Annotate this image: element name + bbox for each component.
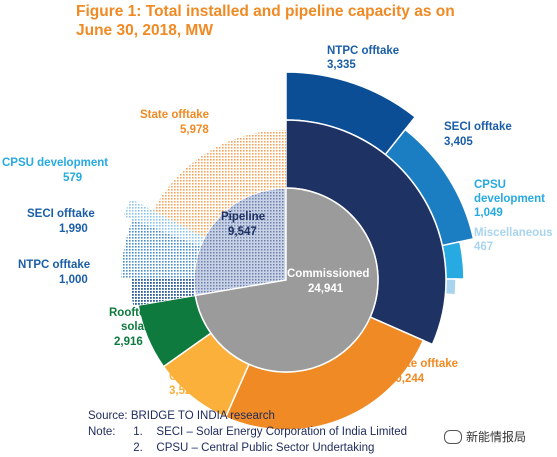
label-ntpc-offtake: NTPC offtake xyxy=(327,45,399,57)
note-2-text: CPSU – Central Public Sector Undertaking xyxy=(156,442,375,454)
label-cpsu-development-pipeline-value: 579 xyxy=(63,172,82,184)
wechat-icon xyxy=(444,429,462,444)
label-ntpc-offtake-value: 3,335 xyxy=(327,59,356,71)
label-state-offtake-commissioned: State offtake xyxy=(389,358,458,370)
label-commissioned: Commissioned xyxy=(287,268,369,280)
label-others: Others xyxy=(169,371,206,383)
watermark-text: 新能情报局 xyxy=(466,430,527,444)
note-line-1: Note: 1. SECI – Solar Energy Corporation… xyxy=(88,426,407,438)
chart-title: Figure 1: Total installed and pipeline c… xyxy=(76,3,455,39)
pipeline-slice-3 xyxy=(131,277,196,306)
commissioned-core xyxy=(194,187,379,373)
label-ntpc-offtake-pipeline-value: 1,000 xyxy=(59,274,88,286)
note-label: Note: xyxy=(88,426,116,438)
label-commissioned-value: 24,941 xyxy=(308,283,344,295)
label-rooftop-solar: Rooftop xyxy=(109,307,153,319)
label-state-offtake-commissioned-value: 10,244 xyxy=(389,373,425,385)
label-cpsu-development-2: development xyxy=(474,193,545,205)
note-1-number: 1. xyxy=(133,426,143,438)
label-ntpc-offtake-pipeline: NTPC offtake xyxy=(18,259,90,271)
label-seci-offtake-pipeline-value: 1,990 xyxy=(59,223,88,235)
pipeline-slice-1 xyxy=(123,198,205,247)
pipeline-slice-0 xyxy=(153,130,286,238)
label-cpsu-development: CPSU xyxy=(474,179,506,191)
label-miscellaneous: Miscellaneous xyxy=(474,227,553,239)
label-pipeline-value: 9,547 xyxy=(228,226,257,238)
pipeline-slice-2 xyxy=(121,219,201,279)
label-cpsu-development-value: 1,049 xyxy=(474,207,503,219)
label-rooftop-solar-value: 2,916 xyxy=(114,336,143,348)
label-seci-offtake-pipeline: SECI offtake xyxy=(27,208,95,220)
label-seci-offtake: SECI offtake xyxy=(444,121,512,133)
label-miscellaneous-value: 467 xyxy=(474,241,493,253)
source-note: Source: BRIDGE TO INDIA research xyxy=(88,410,275,422)
outer-slice-3 xyxy=(444,278,457,296)
label-pipeline: Pipeline xyxy=(221,211,265,223)
note-line-2: 2. CPSU – Central Public Sector Undertak… xyxy=(88,442,374,454)
watermark: 新能情报局 xyxy=(444,428,526,445)
label-others-value: 3,525 xyxy=(169,385,198,397)
note-2-number: 2. xyxy=(133,442,143,454)
note-1-text: SECI – Solar Energy Corporation of India… xyxy=(156,426,407,438)
label-seci-offtake-value: 3,405 xyxy=(444,136,473,148)
label-rooftop-solar-2: solar xyxy=(121,321,149,333)
label-cpsu-development-pipeline: CPSU development xyxy=(2,157,108,169)
label-state-offtake-pipeline: State offtake xyxy=(140,109,209,121)
label-state-offtake-pipeline-value: 5,978 xyxy=(180,124,209,136)
pipeline-core xyxy=(193,187,287,297)
